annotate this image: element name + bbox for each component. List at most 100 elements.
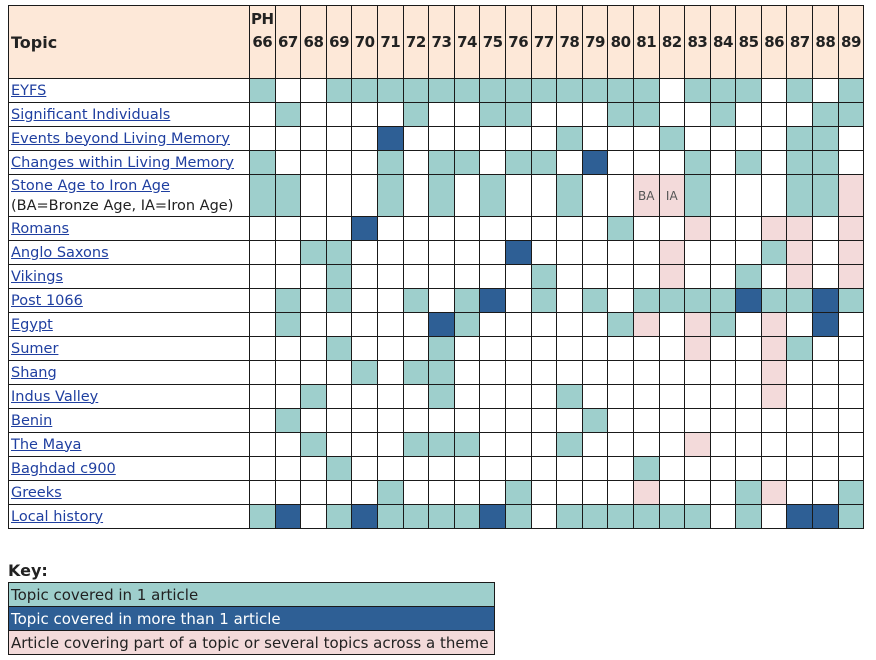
coverage-cell — [735, 240, 762, 265]
issue-header: 85 — [735, 5, 762, 79]
topic-link[interactable]: Events beyond Living Memory — [11, 130, 230, 147]
coverage-cell — [428, 264, 455, 289]
coverage-cell — [504, 432, 532, 457]
coverage-cell — [453, 312, 481, 337]
coverage-cell — [325, 432, 353, 457]
coverage-cell — [274, 360, 302, 385]
coverage-cell — [300, 150, 327, 175]
topic-link[interactable]: Vikings — [11, 268, 64, 285]
coverage-cell — [530, 312, 558, 337]
header-row: Topic PH 66 67 68 69 70 71 72 73 74 75 76 77 78 79 80 8… — [8, 5, 865, 79]
coverage-cell — [504, 126, 532, 151]
coverage-cell — [607, 384, 634, 409]
coverage-cell — [658, 456, 686, 481]
coverage-cell: BA — [632, 174, 660, 217]
coverage-cell — [709, 150, 737, 175]
coverage-cell — [351, 504, 378, 529]
topic-link[interactable]: Significant Individuals — [11, 106, 171, 123]
coverage-cell — [556, 456, 583, 481]
coverage-cell — [786, 408, 814, 433]
coverage-cell — [709, 240, 737, 265]
topic-link[interactable]: Stone Age to Iron Age — [11, 177, 170, 194]
coverage-cell — [325, 504, 353, 529]
coverage-cell — [504, 174, 532, 217]
table-row: The Maya — [8, 432, 865, 457]
coverage-cell — [479, 384, 506, 409]
topic-link[interactable]: Egypt — [11, 316, 53, 333]
table-row: Romans — [8, 216, 865, 241]
key-item-one-article: Topic covered in 1 article — [8, 582, 495, 607]
coverage-cell — [428, 384, 455, 409]
coverage-cell — [760, 456, 788, 481]
topic-link[interactable]: Indus Valley — [11, 388, 99, 405]
coverage-cell — [632, 360, 660, 385]
coverage-cell — [837, 360, 865, 385]
topic-link[interactable]: Benin — [11, 412, 53, 429]
coverage-cell — [786, 150, 814, 175]
coverage-cell — [658, 336, 686, 361]
topic-link[interactable]: Local history — [11, 508, 104, 525]
coverage-cell — [530, 102, 558, 127]
topic-cell: Vikings — [8, 264, 250, 289]
coverage-cell — [684, 150, 711, 175]
coverage-cell — [658, 240, 686, 265]
coverage-cell — [504, 360, 532, 385]
coverage-cell — [684, 384, 711, 409]
coverage-cell — [453, 78, 481, 103]
coverage-cell — [428, 456, 455, 481]
coverage-cell — [556, 126, 583, 151]
coverage-cell — [453, 216, 481, 241]
coverage-cell — [556, 174, 583, 217]
topic-cell: Greeks — [8, 480, 250, 505]
coverage-cell — [632, 432, 660, 457]
coverage-cell — [607, 312, 634, 337]
coverage-cell — [632, 384, 660, 409]
topic-link[interactable]: Anglo Saxons — [11, 244, 109, 261]
coverage-cell — [428, 288, 455, 313]
coverage-cell — [581, 102, 609, 127]
coverage-cell — [428, 174, 455, 217]
coverage-cell — [658, 216, 686, 241]
topic-link[interactable]: Changes within Living Memory — [11, 154, 234, 171]
coverage-cell — [786, 384, 814, 409]
topic-link[interactable]: Romans — [11, 220, 70, 237]
coverage-cell — [684, 264, 711, 289]
coverage-cell — [351, 432, 378, 457]
coverage-cell — [812, 384, 839, 409]
coverage-cell — [274, 480, 302, 505]
topic-link[interactable]: The Maya — [11, 436, 82, 453]
coverage-cell — [376, 504, 404, 529]
issue-header: 79 — [581, 5, 609, 79]
coverage-cell — [632, 288, 660, 313]
coverage-cell — [812, 312, 839, 337]
coverage-cell: IA — [658, 174, 686, 217]
coverage-cell — [607, 264, 634, 289]
coverage-cell — [556, 408, 583, 433]
coverage-cell — [249, 102, 276, 127]
topic-cell: Baghdad c900 — [8, 456, 250, 481]
coverage-cell — [607, 150, 634, 175]
topic-link[interactable]: Sumer — [11, 340, 59, 357]
coverage-cell — [479, 216, 506, 241]
coverage-cell — [837, 480, 865, 505]
coverage-cell — [479, 78, 506, 103]
coverage-cell — [453, 288, 481, 313]
topic-link[interactable]: EYFS — [11, 82, 47, 99]
coverage-cell — [351, 360, 378, 385]
topic-link[interactable]: Shang — [11, 364, 57, 381]
coverage-cell — [812, 102, 839, 127]
coverage-cell — [274, 126, 302, 151]
coverage-cell — [402, 288, 430, 313]
coverage-cell — [325, 408, 353, 433]
coverage-cell — [300, 360, 327, 385]
topic-link[interactable]: Greeks — [11, 484, 62, 501]
topic-link[interactable]: Baghdad c900 — [11, 460, 116, 477]
coverage-cell — [351, 216, 378, 241]
topic-link[interactable]: Post 1066 — [11, 292, 83, 309]
coverage-cell — [632, 456, 660, 481]
coverage-cell — [325, 384, 353, 409]
coverage-cell — [300, 408, 327, 433]
coverage-cell — [684, 174, 711, 217]
coverage-cell — [556, 336, 583, 361]
coverage-cell — [760, 504, 788, 529]
